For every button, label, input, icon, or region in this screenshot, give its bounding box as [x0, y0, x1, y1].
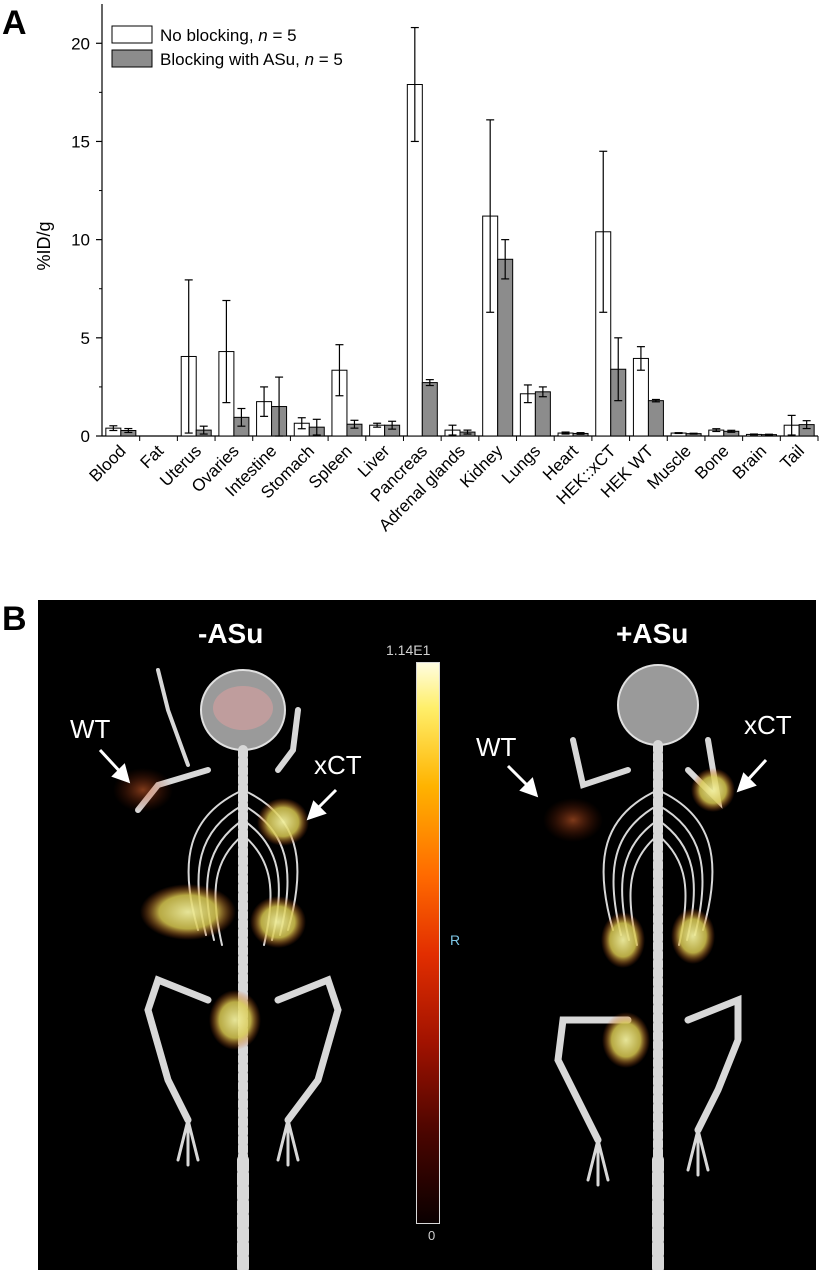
left-xct-tumor-signal [257, 798, 309, 846]
orientation-marker: R [450, 932, 461, 948]
mouse-right-skeleton [554, 664, 742, 1270]
mouse-scans-illustration [98, 664, 768, 1270]
left-pancreas-signal [140, 884, 236, 940]
x-tick-label: Spleen [305, 441, 356, 492]
x-tick-label: Brain [729, 441, 770, 482]
right-kidney-left-signal [601, 912, 645, 968]
right-kidney-right-signal [671, 908, 715, 964]
legend-label-blocking: Blocking with ASu, n = 5 [160, 50, 343, 69]
right-xct-label: xCT [744, 710, 792, 740]
x-tick-label: Fat [137, 441, 168, 472]
bar-blocking-lungs [534, 391, 551, 437]
scale-max-label: 1.14E1 [386, 642, 431, 658]
y-tick-label: 20 [71, 34, 90, 53]
right-wt-label: WT [476, 732, 517, 762]
y-axis-label: %ID/g [34, 221, 54, 270]
mouse-left-skeleton [135, 668, 342, 1270]
y-tick-label: 10 [71, 231, 90, 250]
x-tick-label: Blood [85, 441, 129, 485]
left-wt-label: WT [70, 714, 111, 744]
pet-ct-imaging-panel: -ASu +ASu WT xCT WT xCT 1.14E1 0 R [38, 600, 816, 1270]
bars-group [105, 26, 815, 437]
y-tick-label: 5 [81, 329, 90, 348]
arrows [98, 748, 768, 821]
legend: No blocking, n = 5 Blocking with ASu, n … [111, 25, 343, 69]
bar-blocking-pancreas [421, 382, 438, 437]
x-tick-label: Lungs [498, 441, 544, 487]
left-scan-title: -ASu [198, 618, 264, 649]
right-xct-tumor-signal [691, 768, 735, 812]
bar-blocking-kidney [497, 258, 514, 437]
y-tick-label: 15 [71, 132, 90, 151]
x-tick-labels: Blood FatUterusOvariesIntestineStomachSpl… [85, 441, 807, 535]
left-bladder-signal [209, 990, 261, 1050]
legend-swatch-no-blocking [111, 25, 153, 44]
legend-swatch-blocking [111, 49, 153, 68]
x-tick-label: Kidney [456, 441, 507, 492]
y-tick-label: 0 [81, 427, 90, 446]
bar-blocking-hek-wt [647, 400, 664, 437]
panel-a-letter: A [2, 4, 27, 42]
left-xct-label: xCT [314, 750, 362, 780]
color-scale-bar [416, 662, 440, 1224]
right-wt-tumor-signal [543, 798, 603, 842]
x-tick-label: Bone [691, 441, 733, 483]
right-scan-title: +ASu [616, 618, 689, 649]
scale-min-label: 0 [428, 1228, 436, 1243]
x-tick-label: Tail [777, 441, 808, 472]
panel-b-letter-label: B [2, 600, 27, 638]
right-bladder-signal [602, 1012, 650, 1068]
left-kidney-signal [250, 896, 306, 948]
legend-label-no-blocking: No blocking, n = 5 [160, 26, 297, 45]
